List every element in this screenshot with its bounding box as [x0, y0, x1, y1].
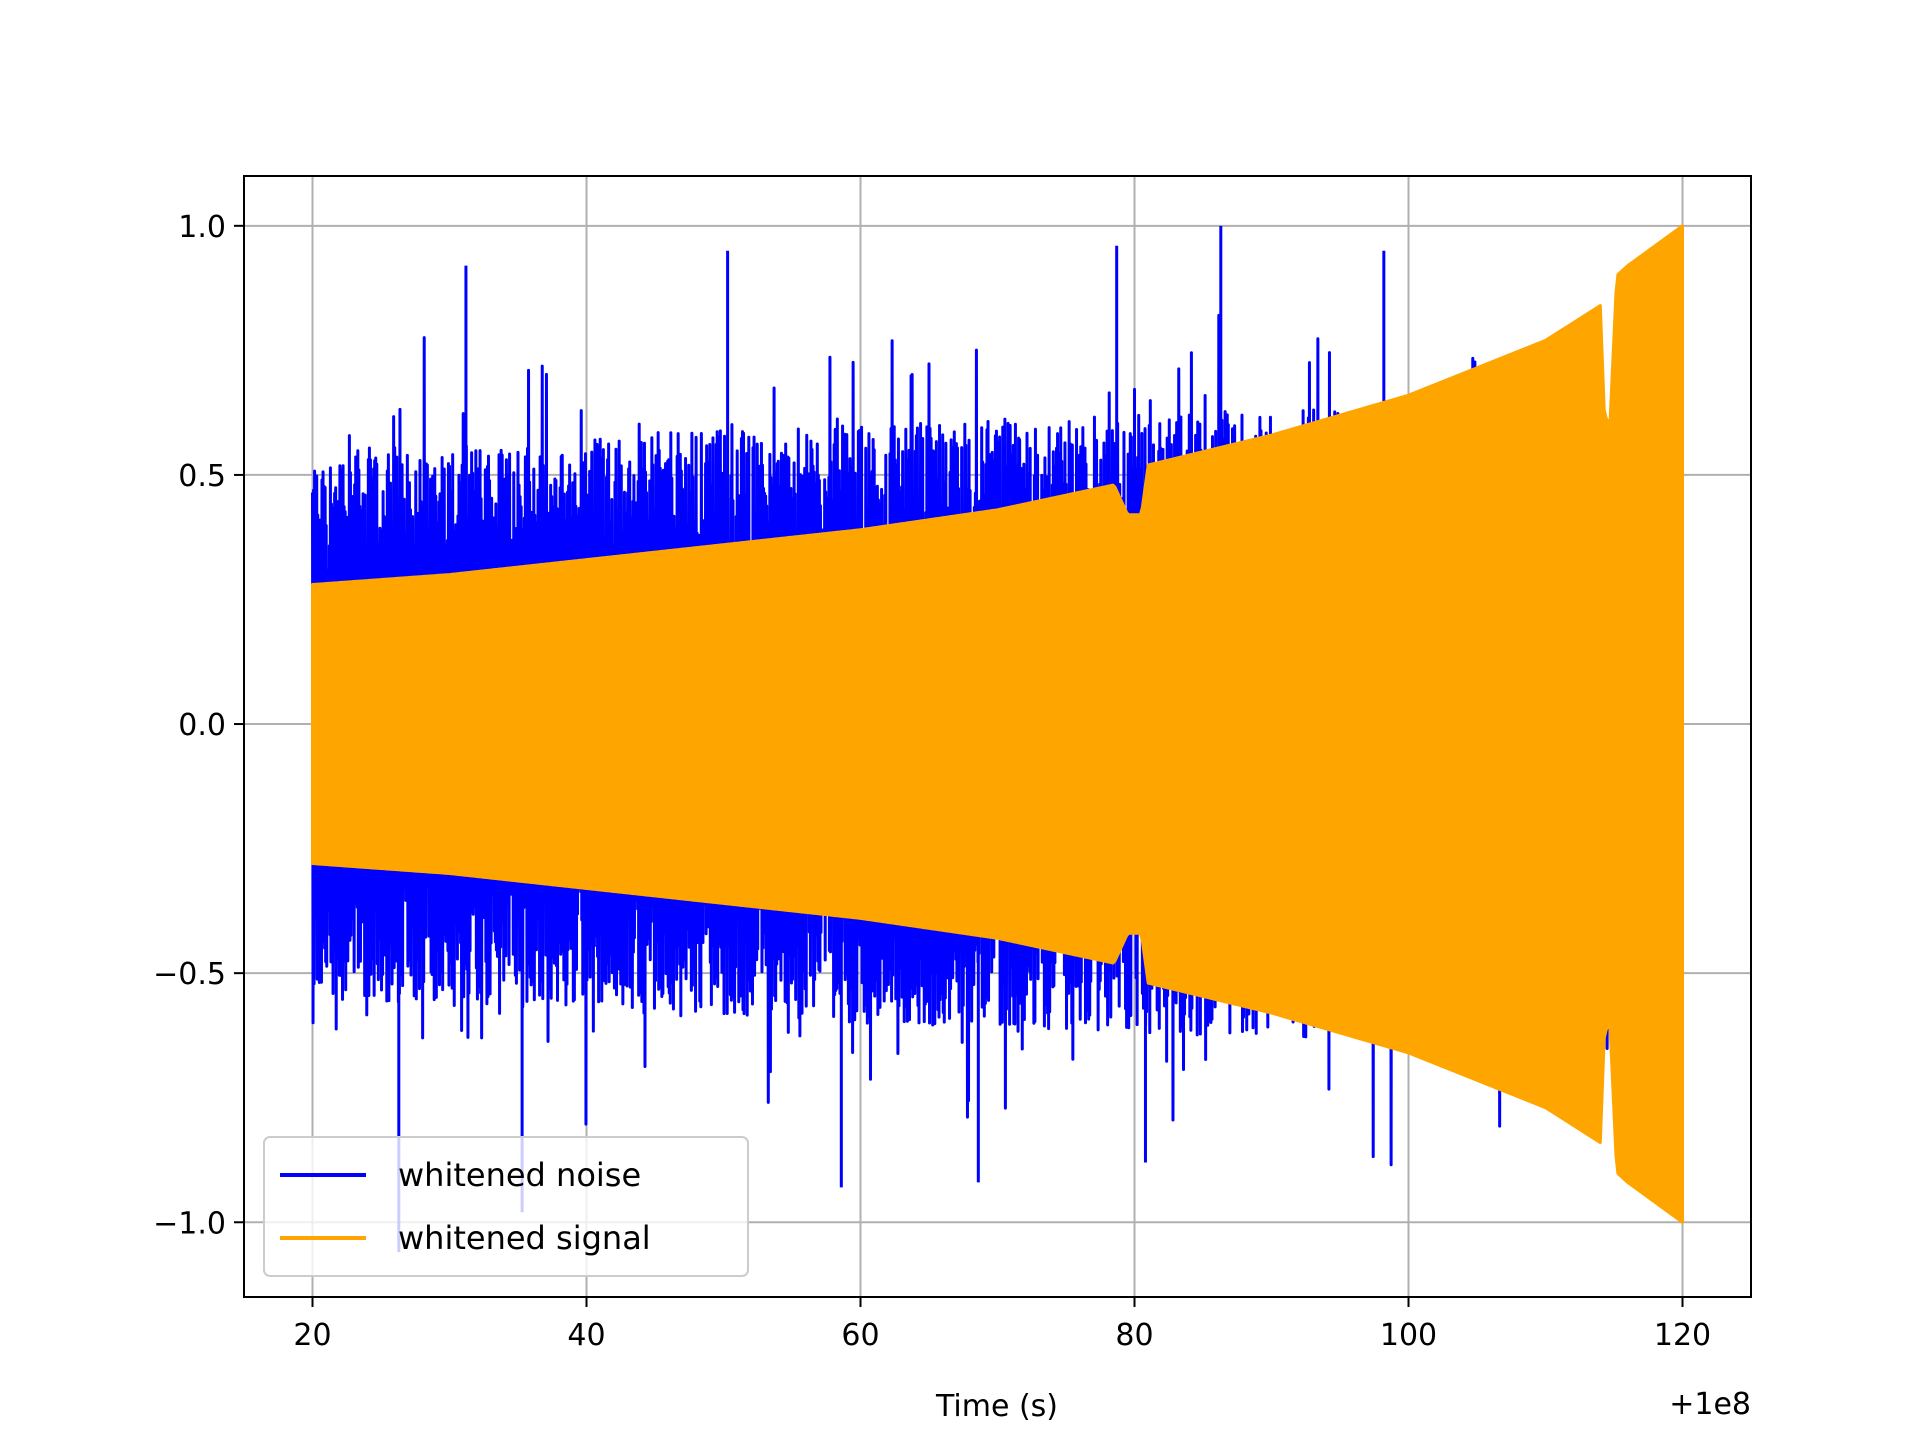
- x-axis-label: Time (s): [935, 1389, 1058, 1424]
- legend-label-whitened-signal: whitened signal: [398, 1219, 651, 1257]
- y-tick-label: 1.0: [178, 210, 226, 245]
- legend: whitened noise whitened signal: [263, 1136, 749, 1277]
- x-tick-label: 60: [841, 1318, 879, 1353]
- y-tick-label: −0.5: [153, 957, 226, 992]
- series-layer: [311, 224, 1684, 1253]
- x-tick-label: 120: [1654, 1318, 1711, 1353]
- y-tick-label: 0.0: [178, 708, 226, 743]
- x-tick-label: 20: [293, 1318, 331, 1353]
- legend-label-whitened-noise: whitened noise: [398, 1156, 641, 1194]
- y-tick-label: 0.5: [178, 459, 226, 494]
- x-tick-label: 100: [1380, 1318, 1437, 1353]
- x-tick-label: 40: [567, 1318, 605, 1353]
- y-axis: −1.0 −0.5 0.0 0.5 1.0: [153, 210, 244, 1241]
- plot-frame: [243, 175, 1752, 1298]
- x-tick-label: 80: [1115, 1318, 1153, 1353]
- y-tick-label: −1.0: [153, 1206, 226, 1241]
- series-line-whitened-signal: [311, 224, 1684, 1224]
- legend-box: [263, 1136, 749, 1277]
- x-offset-label: +1e8: [1669, 1387, 1751, 1422]
- x-axis: 20 40 60 80 100 120: [293, 1297, 1711, 1353]
